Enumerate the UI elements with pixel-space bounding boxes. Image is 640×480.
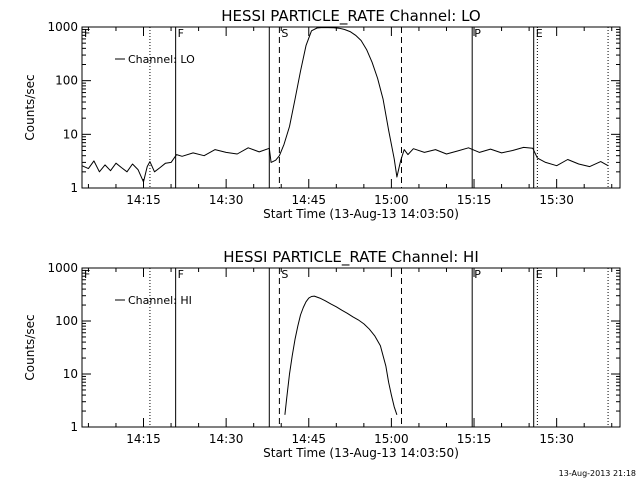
hi-x-tick-label: 15:00: [374, 432, 409, 446]
hi-x-tick-label: 15:15: [457, 432, 492, 446]
hi-y-tick-label: 10: [63, 367, 78, 381]
lo-marker-label: F: [178, 27, 184, 40]
lo-y-tick-label: 10: [63, 127, 78, 141]
hi-legend-label: Channel: HI: [128, 294, 192, 307]
hi-x-tick-label: 14:45: [291, 432, 326, 446]
hi-y-axis-label: Counts/sec: [23, 314, 37, 380]
hi-marker-label: S: [281, 268, 288, 281]
hi-y-tick-label: 1: [70, 420, 78, 434]
lo-marker-label: S: [281, 27, 288, 40]
hi-marker-label: P: [474, 268, 481, 281]
hi-series-line: [284, 295, 398, 415]
lo-x-tick-label: 15:30: [539, 193, 574, 207]
lo-x-tick-label: 14:45: [291, 193, 326, 207]
lo-y-tick-label: 1000: [47, 20, 78, 34]
hi-x-tick-label: 14:15: [126, 432, 161, 446]
footer-timestamp: 13-Aug-2013 21:18: [559, 469, 636, 478]
lo-y-tick-label: 1: [70, 181, 78, 195]
hi-y-tick-label: 1000: [47, 261, 78, 275]
lo-x-tick-label: 15:15: [457, 193, 492, 207]
hi-x-tick-label: 15:30: [539, 432, 574, 446]
hi-x-tick-label: 14:30: [209, 432, 244, 446]
lo-marker-label: E: [536, 27, 543, 40]
hi-marker-label: F: [84, 268, 90, 281]
hi-plot-frame: [81, 267, 621, 428]
hi-chart-title: HESSI PARTICLE_RATE Channel: HI: [223, 248, 479, 267]
lo-marker-label: F: [84, 27, 90, 40]
lo-x-axis-label: Start Time (13-Aug-13 14:03:50): [263, 207, 459, 221]
lo-plot-frame: [81, 26, 621, 189]
lo-x-tick-label: 14:30: [209, 193, 244, 207]
hi-y-tick-label: 100: [55, 314, 78, 328]
lo-y-axis-label: Counts/sec: [23, 74, 37, 140]
hi-marker-label: E: [536, 268, 543, 281]
lo-channel-panel: HESSI PARTICLE_RATE Channel: LO 1 10 100 100…: [23, 7, 621, 221]
lo-x-tick-label: 14:15: [126, 193, 161, 207]
lo-series-line: [81, 27, 609, 183]
hi-channel-panel: HESSI PARTICLE_RATE Channel: HI 1 10 100 100…: [23, 248, 621, 460]
lo-x-tick-label: 15:00: [374, 193, 409, 207]
lo-y-tick-label: 100: [55, 74, 78, 88]
lo-marker-label: P: [474, 27, 481, 40]
hi-x-axis-label: Start Time (13-Aug-13 14:03:50): [263, 446, 459, 460]
hi-marker-label: F: [178, 268, 184, 281]
lo-chart-title: HESSI PARTICLE_RATE Channel: LO: [221, 7, 480, 26]
lo-legend-label: Channel: LO: [128, 53, 195, 66]
